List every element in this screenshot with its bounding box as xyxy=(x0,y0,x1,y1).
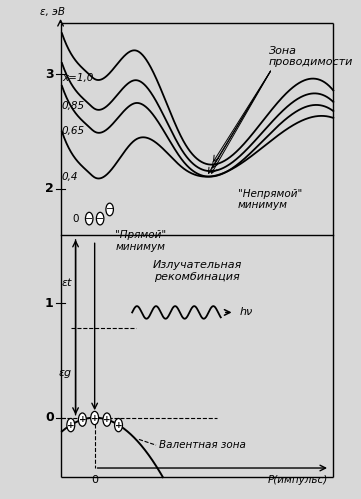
Text: 0: 0 xyxy=(91,475,98,485)
Text: εt: εt xyxy=(61,278,71,288)
Text: +: + xyxy=(67,421,75,430)
Text: hν: hν xyxy=(239,307,252,317)
Text: +: + xyxy=(79,415,86,424)
Text: εg: εg xyxy=(58,368,71,378)
Text: 0,85: 0,85 xyxy=(62,101,85,111)
Text: −: − xyxy=(96,214,104,224)
Text: −: − xyxy=(85,214,93,224)
Text: 0,65: 0,65 xyxy=(62,126,85,136)
Circle shape xyxy=(114,419,122,432)
Text: 0: 0 xyxy=(72,215,79,225)
Text: Валентная зона: Валентная зона xyxy=(160,440,246,450)
Text: x=1,0: x=1,0 xyxy=(62,73,93,83)
Text: 1: 1 xyxy=(45,297,54,310)
Text: 2: 2 xyxy=(45,182,54,196)
Text: "Непрямой"
минимум: "Непрямой" минимум xyxy=(238,189,302,211)
Circle shape xyxy=(78,413,86,426)
Text: 0,4: 0,4 xyxy=(62,173,78,183)
Text: "Прямой"
минимум: "Прямой" минимум xyxy=(115,230,166,251)
Text: P(импульс): P(импульс) xyxy=(268,475,328,485)
Text: ε, эВ: ε, эВ xyxy=(40,7,65,17)
Text: Излучательная
рекомбинация: Излучательная рекомбинация xyxy=(152,260,242,282)
Text: +: + xyxy=(103,415,111,424)
Circle shape xyxy=(67,419,75,432)
Text: Зона
проводимости: Зона проводимости xyxy=(269,46,353,67)
Text: −: − xyxy=(106,205,114,215)
Circle shape xyxy=(106,203,113,216)
Circle shape xyxy=(96,212,104,225)
Circle shape xyxy=(91,411,99,425)
Circle shape xyxy=(103,413,111,426)
Circle shape xyxy=(86,212,93,225)
Text: +: + xyxy=(91,414,99,423)
Text: 0: 0 xyxy=(45,411,54,424)
Text: 3: 3 xyxy=(45,68,54,81)
Text: +: + xyxy=(115,421,122,430)
